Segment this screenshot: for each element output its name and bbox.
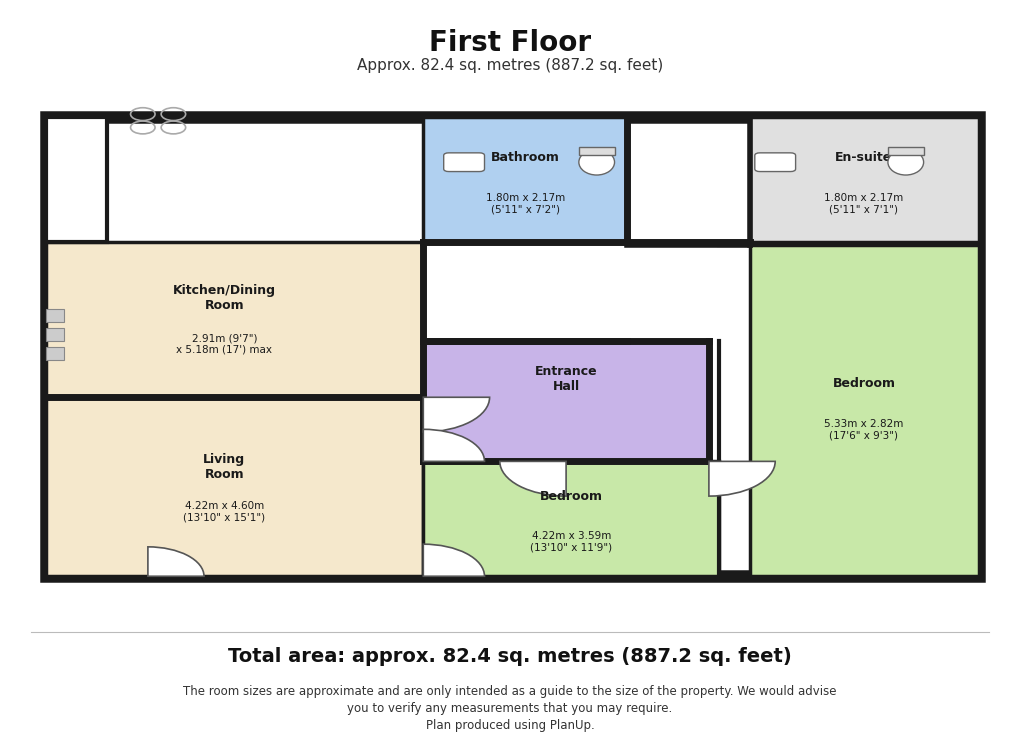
Text: The room sizes are approximate and are only intended as a guide to the size of t: The room sizes are approximate and are o…	[183, 685, 836, 698]
Text: 4.22m x 3.59m
(13'10" x 11'9"): 4.22m x 3.59m (13'10" x 11'9")	[530, 531, 611, 552]
Ellipse shape	[887, 149, 923, 175]
Bar	[46, 116, 978, 577]
Circle shape	[183, 136, 836, 477]
FancyBboxPatch shape	[754, 153, 795, 171]
Bar	[46, 347, 64, 360]
Text: Bedroom: Bedroom	[539, 490, 602, 502]
Wedge shape	[148, 547, 204, 577]
Bar	[46, 116, 107, 243]
Text: Entrance
Hall: Entrance Hall	[534, 364, 597, 393]
Bar	[749, 116, 978, 243]
Bar	[749, 245, 978, 577]
Text: En-suite: En-suite	[835, 151, 892, 165]
Text: 5.33m x 2.82m
(17'6" x 9'3"): 5.33m x 2.82m (17'6" x 9'3")	[823, 418, 903, 440]
Text: Kitchen/Dining
Room: Kitchen/Dining Room	[173, 284, 275, 312]
Bar	[888, 147, 923, 154]
Bar	[46, 328, 64, 341]
Text: Total area: approx. 82.4 sq. metres (887.2 sq. feet): Total area: approx. 82.4 sq. metres (887…	[228, 647, 791, 666]
Bar	[46, 397, 423, 577]
Ellipse shape	[579, 149, 613, 175]
Text: 2.91m (9'7")
x 5.18m (17') max: 2.91m (9'7") x 5.18m (17') max	[176, 333, 272, 355]
Text: Living
Room: Living Room	[203, 453, 246, 481]
Bar	[423, 341, 708, 462]
Wedge shape	[423, 430, 484, 462]
FancyBboxPatch shape	[443, 153, 484, 171]
Text: you to verify any measurements that you may require.: you to verify any measurements that you …	[347, 702, 672, 715]
Wedge shape	[708, 462, 774, 496]
Bar	[423, 116, 627, 243]
Bar	[46, 309, 64, 323]
Wedge shape	[423, 544, 484, 577]
Text: Tristram's: Tristram's	[273, 405, 746, 550]
Text: Bedroom: Bedroom	[832, 378, 895, 390]
Text: First Floor: First Floor	[429, 29, 590, 57]
Text: 1.80m x 2.17m
(5'11" x 7'1"): 1.80m x 2.17m (5'11" x 7'1")	[823, 192, 903, 214]
Text: Plan produced using PlanUp.: Plan produced using PlanUp.	[425, 719, 594, 732]
Wedge shape	[423, 397, 489, 432]
Text: Bathroom: Bathroom	[490, 151, 559, 165]
Text: 1.80m x 2.17m
(5'11" x 7'2"): 1.80m x 2.17m (5'11" x 7'2")	[485, 192, 565, 214]
Text: 4.22m x 4.60m
(13'10" x 15'1"): 4.22m x 4.60m (13'10" x 15'1")	[183, 502, 265, 523]
Wedge shape	[499, 462, 566, 496]
Text: Approx. 82.4 sq. metres (887.2 sq. feet): Approx. 82.4 sq. metres (887.2 sq. feet)	[357, 58, 662, 73]
Bar	[423, 462, 718, 577]
Bar	[46, 243, 423, 397]
Bar	[579, 147, 613, 154]
